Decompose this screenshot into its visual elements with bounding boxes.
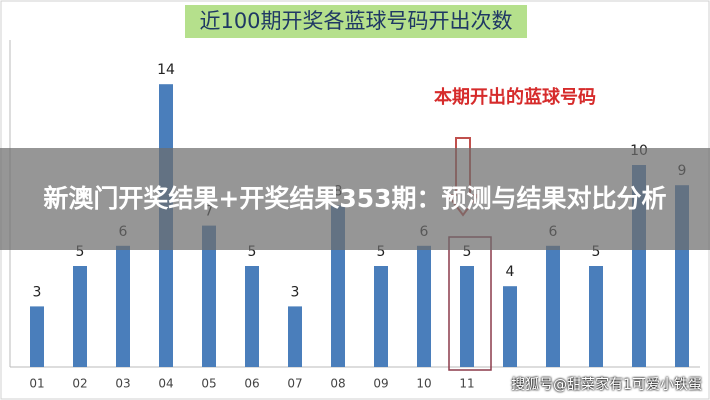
- x-tick-label: 03: [115, 377, 130, 391]
- bar: [417, 245, 431, 367]
- value-label: 3: [291, 284, 300, 300]
- bar: [460, 266, 474, 367]
- x-tick-label: 06: [244, 377, 259, 391]
- bar: [30, 306, 44, 367]
- value-label: 5: [76, 244, 85, 260]
- value-label: 4: [506, 264, 515, 280]
- value-label: 3: [33, 284, 42, 300]
- bar: [374, 266, 388, 367]
- value-label: 5: [377, 244, 386, 260]
- x-tick-label: 10: [416, 377, 431, 391]
- x-tick-label: 02: [72, 377, 87, 391]
- bar: [546, 245, 560, 367]
- chart-title: 近100期开奖各蓝球号码开出次数: [199, 9, 512, 33]
- x-tick-label: 08: [330, 377, 345, 391]
- bar: [202, 225, 216, 367]
- bar: [589, 266, 603, 367]
- bar: [73, 266, 87, 367]
- x-tick-label: 09: [373, 377, 388, 391]
- x-tick-label: 11: [459, 377, 474, 391]
- headline: 新澳门开奖结果+开奖结果353期：预测与结果对比分析: [43, 184, 667, 213]
- value-label: 5: [592, 244, 601, 260]
- headline-banner: 新澳门开奖结果+开奖结果353期：预测与结果对比分析: [0, 148, 710, 250]
- watermark: 搜狐号@甜菜家有1可爱小铁蛋: [511, 377, 702, 393]
- bar: [116, 245, 130, 367]
- x-tick-label: 07: [287, 377, 302, 391]
- x-tick-label: 01: [29, 377, 44, 391]
- annotation: 本期开出的蓝球号码: [434, 86, 596, 108]
- x-tick-label: 05: [201, 377, 216, 391]
- value-label: 5: [463, 244, 472, 260]
- title-box: [185, 5, 527, 38]
- value-label: 5: [248, 244, 257, 260]
- value-label: 14: [157, 62, 175, 78]
- bar: [288, 306, 302, 367]
- x-tick-label: 04: [158, 377, 173, 391]
- bar: [503, 286, 517, 367]
- bar: [245, 266, 259, 367]
